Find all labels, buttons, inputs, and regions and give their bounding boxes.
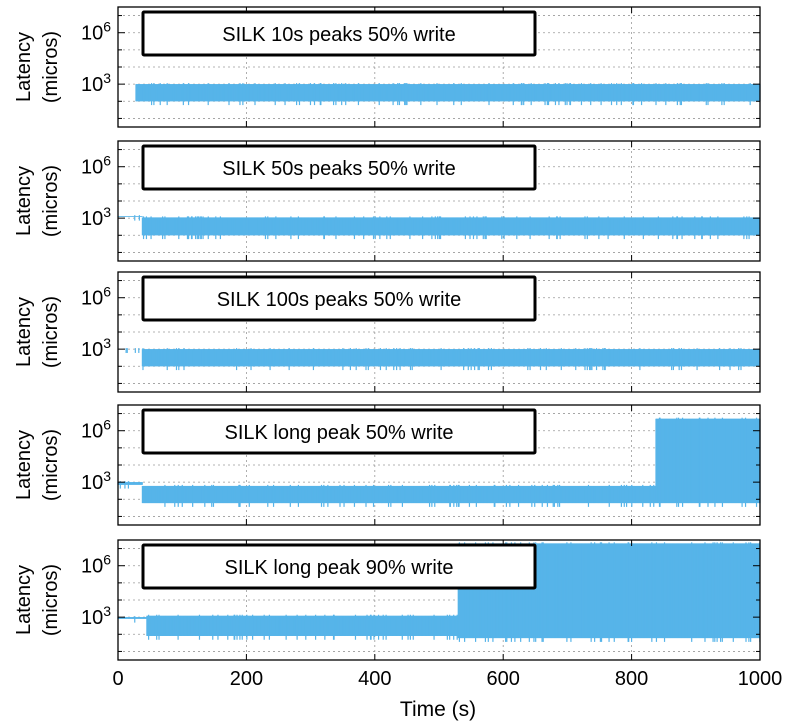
- y-axis-label: Latency: [13, 297, 35, 367]
- panel-1: 106 103 Latency (micros) SILK 10s peaks 50% …: [13, 6, 761, 128]
- panel-title: SILK 100s peaks 50% write: [217, 289, 462, 311]
- panel-title-box: [141, 144, 537, 191]
- panel-title-box: [141, 10, 537, 57]
- y-tick-label: 103: [81, 335, 111, 361]
- y-axis-label-units: (micros): [40, 296, 62, 368]
- panel-title-box: [141, 275, 537, 322]
- y-tick-label: 103: [81, 204, 111, 230]
- series-latency: [125, 348, 761, 371]
- y-tick-label: 103: [81, 468, 111, 494]
- panel-title: SILK long peak 50% write: [224, 422, 453, 444]
- y-tick-label: 106: [81, 153, 111, 179]
- y-axis-label-units: (micros): [40, 31, 62, 103]
- y-tick-label: 106: [81, 284, 111, 310]
- y-axis-label: Latency: [13, 32, 35, 102]
- y-tick-label: 106: [81, 417, 111, 443]
- panel-title: SILK 50s peaks 50% write: [222, 158, 455, 180]
- panel-3: 106 103 Latency (micros) SILK 100s peaks 50%…: [13, 271, 761, 393]
- panel-2: 106 103 Latency (micros) SILK 50s peaks 50% …: [13, 140, 761, 262]
- y-tick-label: 106: [81, 19, 111, 45]
- y-tick-label: 103: [81, 70, 111, 96]
- panel-4: 106 103 Latency (micros) SILK long peak 50% …: [13, 404, 761, 526]
- series-latency: [135, 83, 761, 106]
- panel-title-box: [141, 408, 537, 455]
- y-axis-label: Latency: [13, 430, 35, 500]
- y-axis-label-units: (micros): [40, 165, 62, 237]
- y-axis-label: Latency: [13, 166, 35, 236]
- y-axis-label-units: (micros): [40, 429, 62, 501]
- series-latency: [117, 417, 761, 507]
- panel-title: SILK 10s peaks 50% write: [222, 24, 455, 46]
- series-latency: [117, 215, 761, 240]
